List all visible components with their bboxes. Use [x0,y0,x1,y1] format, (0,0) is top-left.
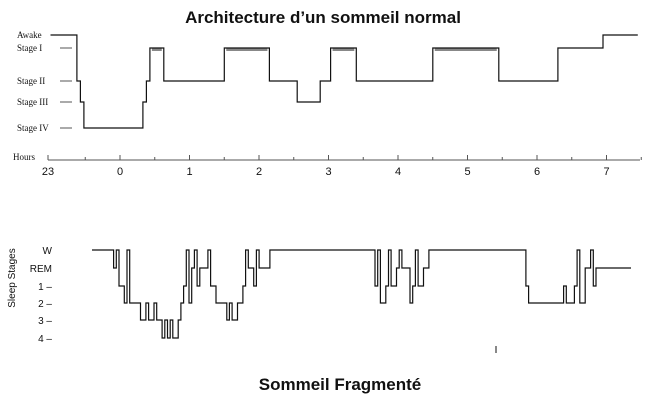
top-y-tick-stage-iii: Stage III [17,97,48,107]
top-y-tick-stage-iv: Stage IV [17,123,49,133]
top-x-tick-6: 6 [534,166,540,178]
top-rem-bars [151,48,497,51]
top-hypnogram-line [50,34,638,129]
top-x-tick-4: 4 [395,166,401,178]
top-x-tick-5: 5 [464,166,470,178]
top-rem-bar-2 [226,48,268,51]
top-rem-bar-1 [151,48,162,51]
bottom-y-tick-4: 4 – [38,334,52,345]
bottom-chart-title: Sommeil Fragmenté [259,375,422,394]
top-y-tick-stage-i: Stage I [17,43,42,53]
bottom-y-axis-label: Sleep Stages [7,248,18,308]
top-y-tick-stage-ii: Stage II [17,76,45,86]
normal-sleep-chart: Architecture d’un sommeil normal Hours A… [13,8,642,178]
top-chart-title: Architecture d’un sommeil normal [185,8,461,27]
fragmented-sleep-chart: Sleep Stages W REM 1 – 2 – 3 – 4 – Sommeil Fr… [7,246,631,394]
top-y-axis-ticks: Awake Stage I Stage II Stage III Stage IV [17,30,72,133]
top-x-tick-0: 0 [117,166,123,178]
bottom-y-tick-rem: REM [30,264,52,275]
bottom-y-tick-w: W [43,246,53,257]
bottom-y-axis-ticks: W REM 1 – 2 – 3 – 4 – [30,246,53,345]
top-x-tick-2: 2 [256,166,262,178]
top-x-tick-23: 23 [42,166,54,178]
top-y-tick-awake: Awake [17,30,42,40]
bottom-y-tick-2: 2 – [38,299,52,310]
top-x-axis-label: Hours [13,152,35,162]
top-x-tick-1: 1 [186,166,192,178]
top-x-tick-3: 3 [325,166,331,178]
top-rem-bar-3 [332,48,355,51]
bottom-y-tick-1: 1 – [38,282,52,293]
top-x-tick-7: 7 [603,166,609,178]
bottom-y-tick-3: 3 – [38,316,52,327]
bottom-hypnogram-line [92,249,631,339]
top-rem-bar-4 [434,48,497,51]
top-x-axis: 23 0 1 2 3 4 5 6 7 [42,155,642,178]
